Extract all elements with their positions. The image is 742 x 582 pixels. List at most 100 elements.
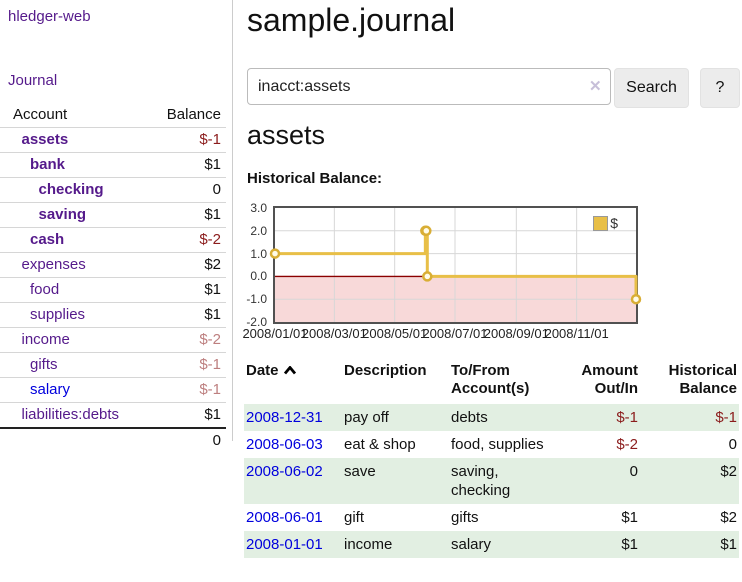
transaction-accounts: salary bbox=[451, 536, 492, 553]
account-link[interactable]: gifts bbox=[30, 356, 58, 373]
x-axis-tick-label: 2008/09/01 bbox=[483, 326, 549, 341]
account-link[interactable]: expenses bbox=[21, 256, 86, 273]
transaction-date-link[interactable]: 2008-01-01 bbox=[246, 536, 323, 553]
transaction-accounts: gifts bbox=[451, 509, 479, 526]
account-link[interactable]: saving bbox=[38, 206, 87, 223]
transaction-date-link[interactable]: 2008-06-01 bbox=[246, 509, 323, 526]
transaction-balance: $2 bbox=[720, 463, 737, 480]
transaction-amount: $-1 bbox=[616, 409, 638, 426]
account-row: expenses $2 bbox=[0, 252, 226, 278]
clear-search-icon[interactable]: ✕ bbox=[589, 78, 602, 95]
account-link[interactable]: liabilities:debts bbox=[21, 406, 120, 423]
register-row: 2008-06-01 gift gifts $1 $2 bbox=[244, 504, 739, 531]
account-link[interactable]: assets bbox=[21, 131, 69, 148]
account-row: gifts $-1 bbox=[0, 352, 226, 378]
transaction-amount: $1 bbox=[621, 536, 638, 553]
account-row: saving $1 bbox=[0, 202, 226, 228]
register-header-description: Description bbox=[344, 362, 427, 379]
account-row: salary $-1 bbox=[0, 377, 226, 403]
main-content: sample.journal ✕ Search ? assets Histori… bbox=[242, 0, 742, 582]
y-axis-tick-label: 1.0 bbox=[250, 246, 267, 261]
x-axis-tick-label: 2008/11/01 bbox=[544, 326, 609, 341]
account-balance: $-1 bbox=[150, 377, 226, 403]
sort-ascending-icon bbox=[283, 365, 296, 375]
accounts-header-balance: Balance bbox=[166, 106, 221, 123]
transaction-description: pay off bbox=[344, 409, 389, 426]
account-balance: $-2 bbox=[150, 227, 226, 253]
help-button[interactable]: ? bbox=[700, 68, 740, 108]
transaction-amount: $-2 bbox=[616, 436, 638, 453]
app-brand-link[interactable]: hledger-web bbox=[8, 8, 91, 25]
balance-chart: $ 3.0 2.0 1.0 0.0 -1.0 -2.0 2008/01/01 2008/03/… bbox=[242, 201, 742, 346]
account-link[interactable]: supplies bbox=[30, 306, 86, 323]
page-title: sample.journal bbox=[247, 2, 456, 38]
transaction-date-link[interactable]: 2008-12-31 bbox=[246, 409, 323, 426]
register-header-accounts: To/From Account(s) bbox=[451, 362, 530, 397]
account-row: checking 0 bbox=[0, 177, 226, 203]
transaction-description: save bbox=[344, 463, 376, 480]
x-axis-tick-label: 2008/07/01 bbox=[422, 326, 488, 341]
accounts-header-row: Account Balance bbox=[0, 103, 226, 128]
x-axis-tick-label: 2008/05/01 bbox=[362, 326, 428, 341]
transaction-balance: $2 bbox=[720, 509, 737, 526]
account-balance: $1 bbox=[150, 152, 226, 178]
account-balance: $1 bbox=[150, 202, 226, 228]
chart-plot-area: $ bbox=[269, 206, 642, 324]
account-row: assets $-1 bbox=[0, 127, 226, 153]
transaction-accounts: debts bbox=[451, 409, 488, 426]
account-row: bank $1 bbox=[0, 152, 226, 178]
y-axis-tick-label: -2.0 bbox=[246, 315, 267, 329]
y-axis-tick-label: 2.0 bbox=[250, 223, 267, 238]
account-link[interactable]: bank bbox=[30, 156, 66, 173]
transaction-date-link[interactable]: 2008-06-02 bbox=[246, 463, 323, 480]
account-balance: $1 bbox=[150, 277, 226, 303]
account-link[interactable]: checking bbox=[38, 181, 104, 198]
transaction-amount: 0 bbox=[629, 463, 638, 480]
transaction-balance: $-1 bbox=[715, 409, 737, 426]
register-header-balance: Historical Balance bbox=[668, 362, 737, 397]
transaction-amount: $1 bbox=[621, 509, 638, 526]
y-axis-tick-label: 3.0 bbox=[250, 201, 267, 215]
account-link[interactable]: salary bbox=[30, 381, 71, 398]
chart-legend: $ bbox=[593, 215, 618, 231]
account-balance: 0 bbox=[150, 177, 226, 203]
register-row: 2008-06-02 save saving, checking 0 $2 bbox=[244, 458, 739, 504]
account-link[interactable]: cash bbox=[30, 231, 65, 248]
account-balance: $1 bbox=[150, 302, 226, 328]
sidebar-item-journal[interactable]: Journal bbox=[8, 72, 58, 89]
legend-swatch-icon bbox=[593, 215, 609, 231]
account-title: assets bbox=[247, 120, 326, 150]
register-header-amount: Amount Out/In bbox=[581, 362, 638, 397]
account-row: supplies $1 bbox=[0, 302, 226, 328]
register-row: 2008-12-31 pay off debts $-1 $-1 bbox=[244, 404, 739, 431]
accounts-table: Account Balance assets $-1 bank $1 checking 0… bbox=[0, 103, 226, 453]
search-button[interactable]: Search bbox=[614, 68, 689, 108]
account-row: cash $-2 bbox=[0, 227, 226, 253]
y-axis-tick-label: -1.0 bbox=[246, 292, 267, 307]
search-bar: ✕ Search ? bbox=[247, 68, 742, 108]
account-balance: $-2 bbox=[150, 327, 226, 353]
account-row: liabilities:debts $1 bbox=[0, 402, 226, 428]
sidebar: hledger-web Journal Account Balance asse… bbox=[0, 0, 233, 453]
transaction-balance: 0 bbox=[728, 436, 737, 453]
x-axis-tick-label: 2008/03/01 bbox=[301, 326, 367, 341]
transaction-date-link[interactable]: 2008-06-03 bbox=[246, 436, 323, 453]
transaction-accounts: food, supplies bbox=[451, 436, 544, 453]
register-row: 2008-01-01 income salary $1 $1 bbox=[244, 531, 739, 558]
accounts-total-row: 0 bbox=[0, 427, 226, 453]
transaction-accounts: saving, checking bbox=[451, 463, 511, 499]
account-link[interactable]: food bbox=[30, 281, 60, 298]
account-balance: $-1 bbox=[150, 127, 226, 153]
transaction-description: eat & shop bbox=[344, 436, 416, 453]
accounts-total: 0 bbox=[150, 427, 226, 453]
account-link[interactable]: income bbox=[21, 331, 70, 348]
x-axis-tick-label: 2008/01/01 bbox=[242, 326, 308, 341]
register-header-row: Date Description To/From Account(s) Amou… bbox=[244, 360, 739, 404]
transaction-balance: $1 bbox=[720, 536, 737, 553]
account-balance: $1 bbox=[150, 402, 226, 428]
legend-label: $ bbox=[610, 215, 618, 231]
chart-title: Historical Balance: bbox=[247, 170, 383, 187]
register-header-date[interactable]: Date bbox=[244, 360, 342, 404]
search-input[interactable] bbox=[247, 68, 611, 105]
account-balance: $2 bbox=[150, 252, 226, 278]
